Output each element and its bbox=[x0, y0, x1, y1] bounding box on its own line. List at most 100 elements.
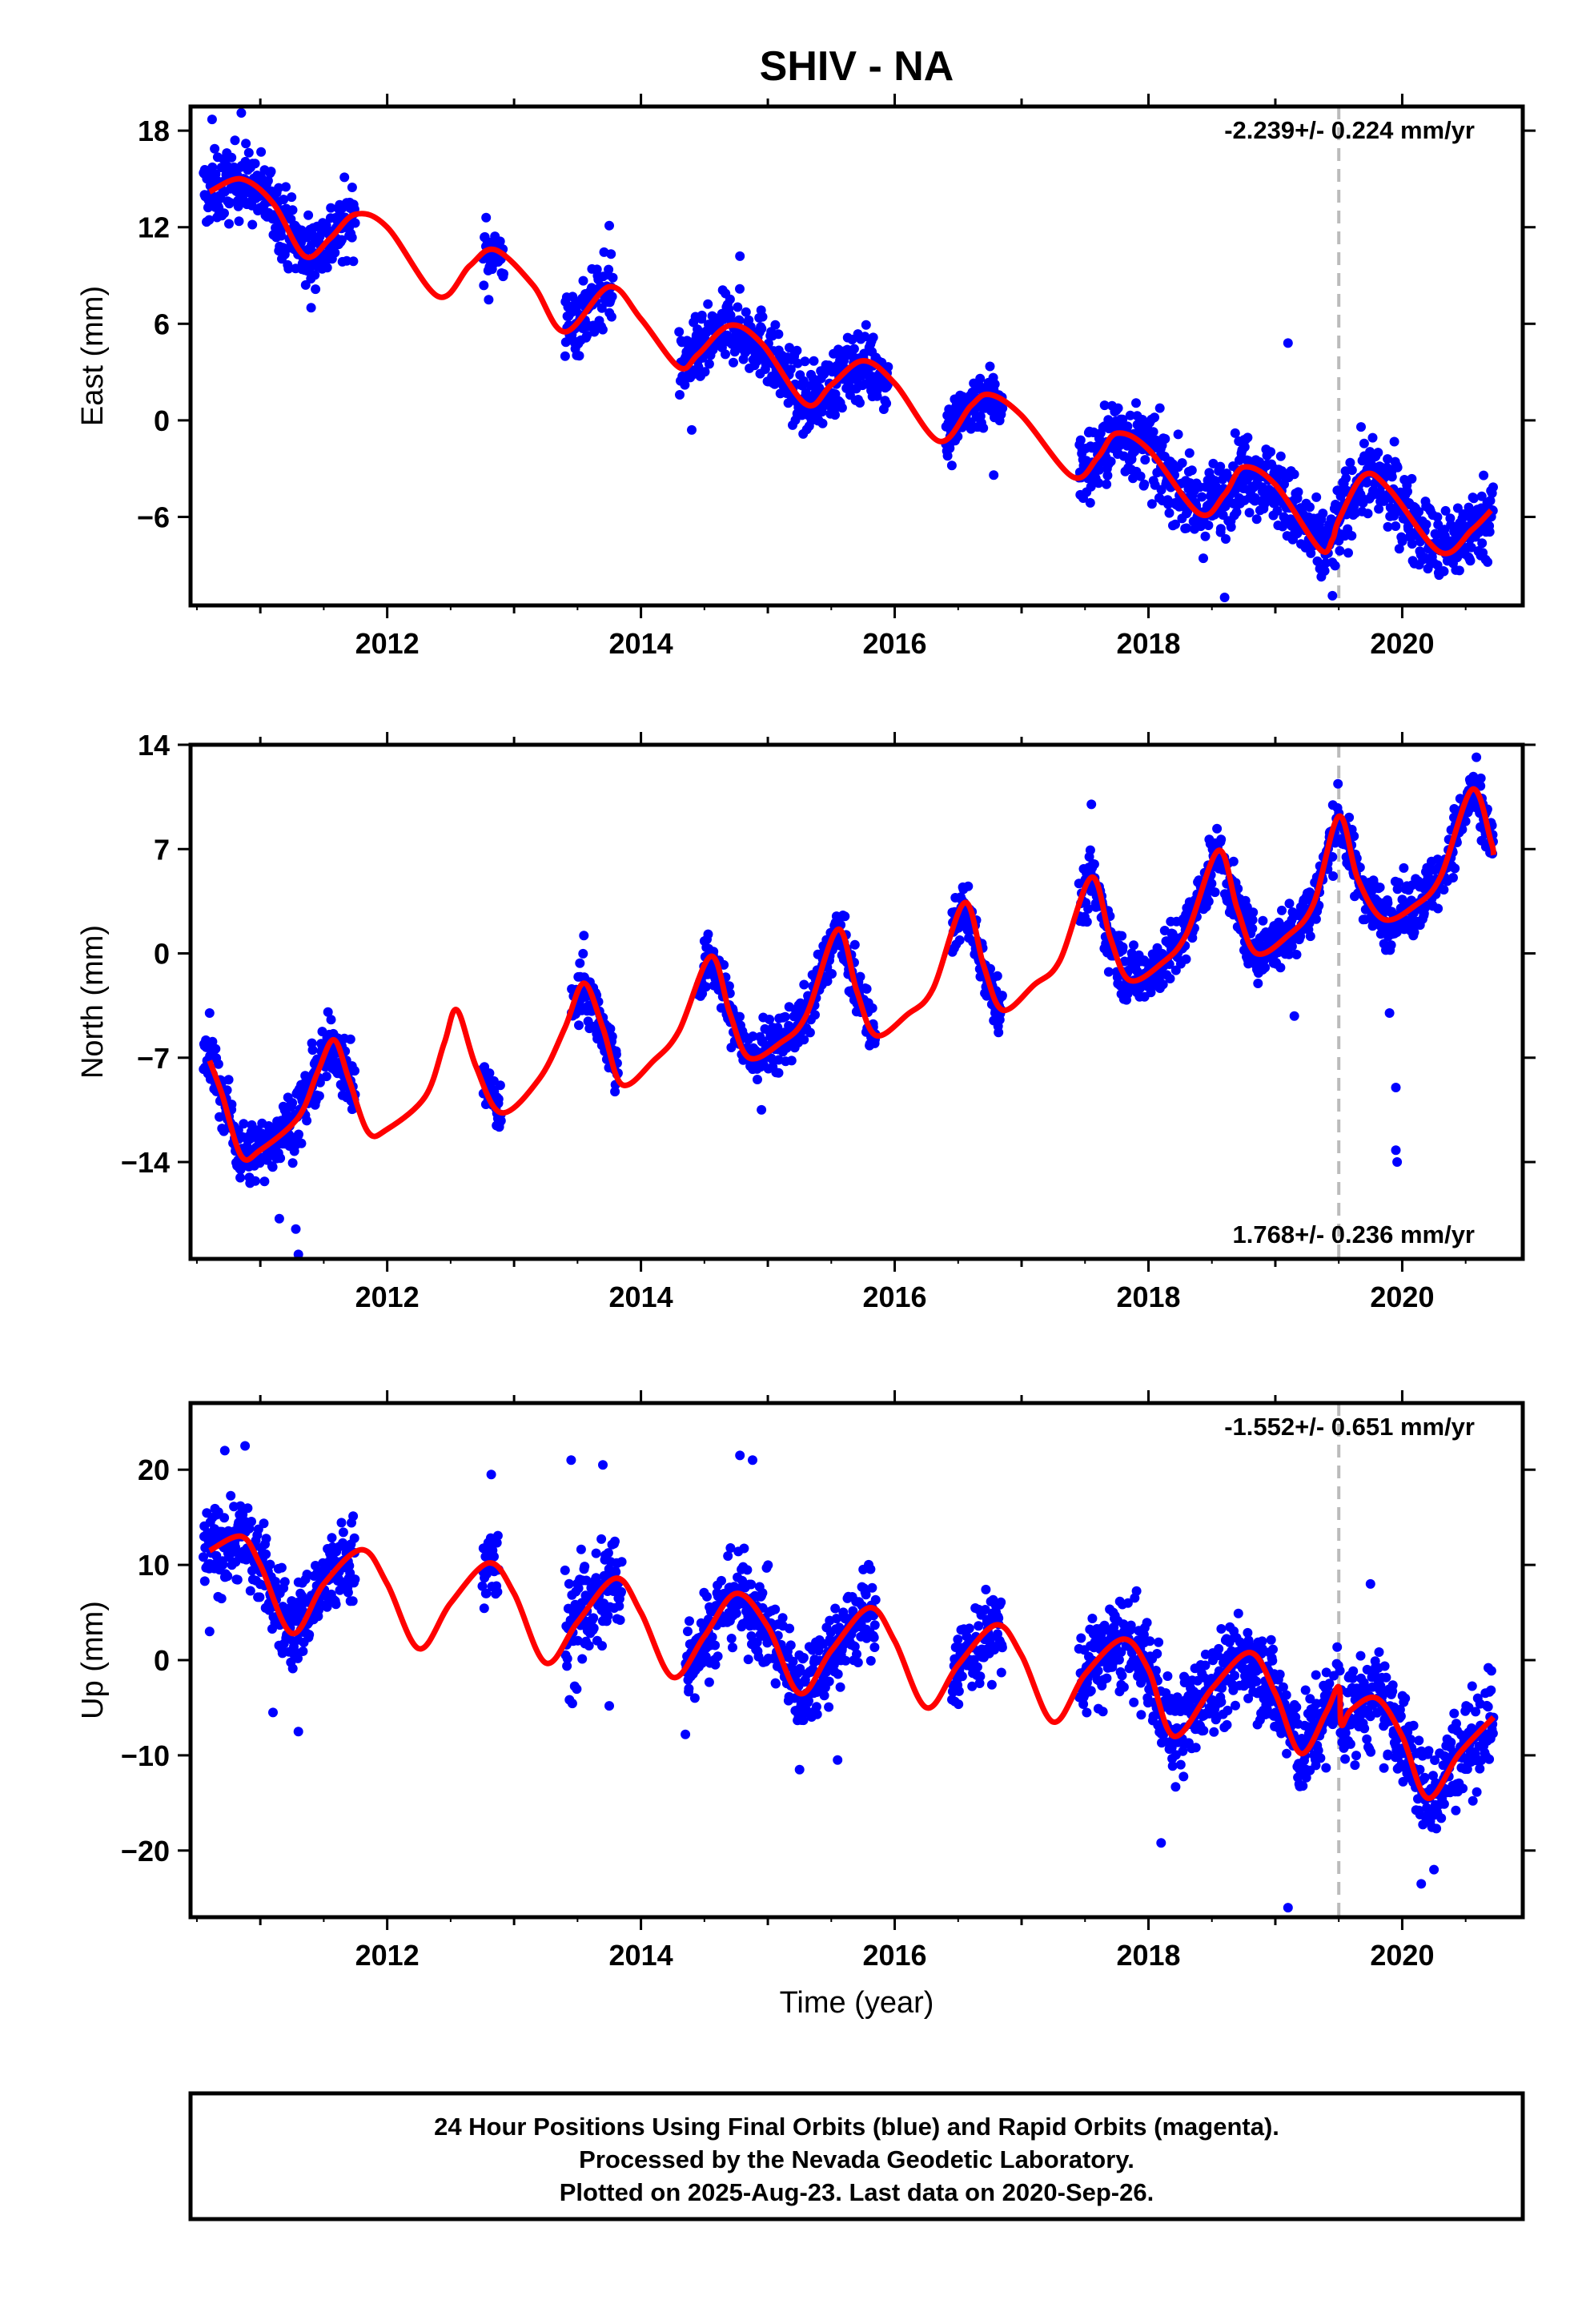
data-point bbox=[326, 203, 336, 213]
data-point bbox=[883, 362, 893, 372]
data-point bbox=[287, 192, 297, 203]
data-point bbox=[1333, 778, 1343, 789]
data-point bbox=[326, 1015, 336, 1025]
data-point bbox=[287, 1098, 298, 1108]
data-point bbox=[824, 1676, 834, 1687]
data-point bbox=[1203, 896, 1214, 907]
data-point-outlier bbox=[579, 931, 589, 941]
data-point-outlier bbox=[1391, 1145, 1401, 1156]
data-point bbox=[349, 1533, 359, 1543]
data-point bbox=[974, 1679, 985, 1688]
data-point bbox=[1173, 429, 1183, 440]
data-point bbox=[1279, 479, 1289, 489]
data-point bbox=[1311, 492, 1322, 502]
data-point bbox=[1170, 519, 1180, 529]
data-point bbox=[596, 1534, 607, 1544]
data-point bbox=[1244, 508, 1255, 518]
data-point bbox=[954, 1699, 964, 1710]
data-point bbox=[972, 1662, 982, 1672]
data-point bbox=[219, 208, 229, 219]
data-point bbox=[1319, 565, 1330, 576]
data-point bbox=[728, 1642, 737, 1653]
data-point bbox=[276, 231, 287, 241]
x-tick-label: 2018 bbox=[1116, 627, 1180, 660]
y-tick-label: −14 bbox=[121, 1146, 170, 1179]
data-point bbox=[576, 1598, 587, 1608]
data-point bbox=[1106, 456, 1116, 467]
data-point bbox=[684, 1683, 694, 1694]
data-point bbox=[250, 159, 260, 169]
data-point-outlier bbox=[566, 1455, 576, 1466]
data-point bbox=[1258, 915, 1268, 926]
data-point bbox=[830, 1603, 841, 1614]
data-point bbox=[978, 423, 989, 433]
data-point bbox=[1136, 1710, 1146, 1720]
y-tick-label: 0 bbox=[154, 938, 170, 971]
data-point bbox=[607, 1031, 617, 1042]
data-point bbox=[813, 1646, 824, 1656]
data-point bbox=[717, 1575, 726, 1586]
data-point bbox=[243, 147, 254, 158]
data-point bbox=[881, 398, 892, 408]
data-point bbox=[1341, 473, 1351, 484]
data-point bbox=[962, 1631, 972, 1642]
data-point bbox=[477, 1581, 488, 1591]
data-point bbox=[799, 1035, 809, 1045]
data-point bbox=[231, 1542, 240, 1552]
data-point bbox=[997, 1642, 1007, 1653]
data-point bbox=[479, 280, 489, 291]
data-point bbox=[606, 312, 616, 322]
data-point bbox=[1460, 816, 1471, 826]
data-point bbox=[974, 1621, 984, 1631]
data-point bbox=[345, 1034, 355, 1044]
data-point bbox=[1409, 927, 1419, 938]
y-tick-label: −6 bbox=[137, 501, 170, 533]
data-point bbox=[567, 1699, 577, 1709]
data-point bbox=[748, 1031, 758, 1041]
data-point bbox=[735, 1011, 745, 1022]
data-point-outlier bbox=[1327, 590, 1338, 601]
data-point bbox=[765, 1015, 775, 1024]
data-point bbox=[1485, 496, 1496, 506]
data-point bbox=[223, 1571, 233, 1582]
data-point bbox=[773, 329, 784, 340]
data-point bbox=[578, 275, 588, 286]
data-point bbox=[729, 347, 740, 357]
data-point bbox=[1392, 462, 1403, 472]
data-point bbox=[216, 1594, 227, 1604]
data-point bbox=[1349, 831, 1359, 842]
data-point bbox=[1199, 553, 1208, 564]
y-tick-label: 6 bbox=[154, 308, 170, 340]
data-point bbox=[281, 182, 291, 192]
data-point bbox=[1129, 1697, 1139, 1707]
data-point bbox=[870, 1594, 881, 1605]
data-point bbox=[1476, 781, 1486, 791]
data-point bbox=[1394, 544, 1404, 554]
data-point bbox=[1272, 505, 1283, 516]
data-point bbox=[1251, 514, 1262, 525]
data-point bbox=[1275, 451, 1286, 461]
data-point bbox=[1439, 566, 1449, 577]
plot-area bbox=[199, 1403, 1499, 1917]
data-point bbox=[942, 451, 953, 461]
data-point bbox=[307, 1045, 318, 1055]
data-point bbox=[347, 232, 357, 243]
data-point bbox=[347, 183, 357, 192]
data-point bbox=[1479, 470, 1489, 480]
data-point bbox=[479, 1603, 489, 1614]
data-point bbox=[1184, 448, 1195, 458]
data-point bbox=[267, 1162, 278, 1172]
data-point bbox=[795, 1663, 805, 1674]
data-point bbox=[210, 143, 220, 154]
y-axis-label-east: East (mm) bbox=[76, 286, 110, 426]
data-point bbox=[591, 1548, 601, 1558]
data-point bbox=[1344, 812, 1355, 822]
data-point bbox=[710, 1640, 721, 1651]
data-point bbox=[1397, 536, 1407, 546]
data-point bbox=[338, 1527, 348, 1538]
data-point bbox=[810, 1010, 820, 1020]
data-point bbox=[1152, 1649, 1162, 1659]
data-point bbox=[1102, 1673, 1112, 1683]
data-point bbox=[562, 1661, 572, 1671]
